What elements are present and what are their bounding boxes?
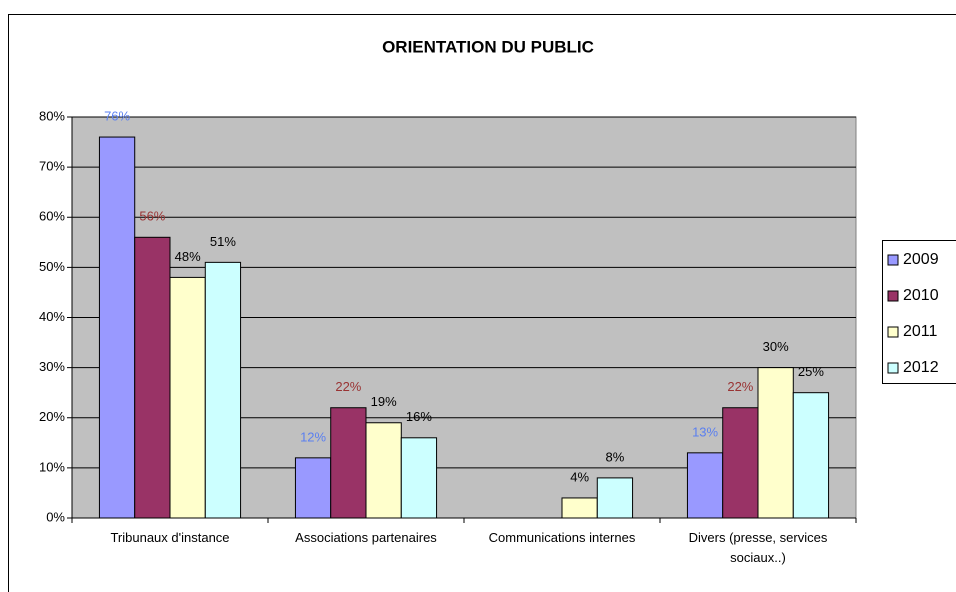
x-tick-label: Tribunaux d'instance — [110, 530, 230, 545]
data-label: 22% — [335, 379, 361, 394]
y-tick-label: 70% — [39, 159, 65, 174]
x-tick-label: Communications internes — [488, 530, 636, 545]
y-tick-label: 20% — [39, 409, 65, 424]
data-label: 8% — [606, 449, 625, 464]
bar — [757, 367, 794, 519]
legend-label: 2012 — [903, 359, 939, 376]
y-tick-label: 60% — [39, 209, 65, 224]
legend-swatch — [887, 290, 899, 302]
bar — [792, 392, 830, 519]
y-tick-label: 40% — [39, 309, 65, 324]
bar — [400, 437, 438, 519]
y-tick-label: 80% — [39, 108, 65, 123]
x-tick-label-box: Associations partenaires — [295, 530, 437, 545]
bar — [294, 457, 332, 519]
data-label: 76% — [104, 108, 130, 123]
bar — [686, 452, 724, 519]
bar — [330, 407, 367, 519]
data-label: 30% — [763, 339, 789, 354]
data-label: 48% — [175, 249, 201, 264]
legend-label: 2010 — [903, 287, 939, 304]
x-tick-label-box: Communications internes — [488, 530, 636, 545]
legend-swatch — [887, 254, 899, 266]
data-label: 13% — [692, 424, 718, 439]
y-tick-label: 50% — [39, 259, 65, 274]
data-label: 22% — [727, 379, 753, 394]
x-tick-label: Associations partenaires — [295, 530, 437, 545]
data-label: 56% — [139, 209, 165, 224]
y-tick-label: 0% — [46, 509, 65, 524]
chart-title: ORIENTATION DU PUBLIC — [382, 37, 594, 56]
legend-label: 2011 — [903, 323, 938, 340]
data-label: 16% — [406, 409, 432, 424]
bar — [365, 422, 402, 519]
x-tick-label: Divers (presse, services sociaux..) — [688, 530, 828, 565]
bar — [169, 276, 206, 519]
bar — [596, 477, 634, 519]
data-label: 12% — [300, 429, 326, 444]
legend-label: 2009 — [903, 251, 939, 268]
y-tick-label: 30% — [39, 359, 65, 374]
bar — [98, 136, 136, 519]
data-label: 51% — [210, 234, 236, 249]
bar — [134, 236, 171, 519]
data-label: 4% — [570, 469, 589, 484]
legend-swatch — [887, 362, 899, 374]
data-label: 25% — [798, 364, 824, 379]
y-tick-label: 10% — [39, 459, 65, 474]
bar — [204, 261, 242, 519]
bar — [561, 497, 598, 519]
data-label: 19% — [371, 394, 397, 409]
x-tick-label-box: Divers (presse, services sociaux..) — [688, 530, 828, 565]
legend-swatch — [887, 326, 899, 338]
bar — [722, 407, 759, 519]
x-tick-label-box: Tribunaux d'instance — [110, 530, 230, 545]
